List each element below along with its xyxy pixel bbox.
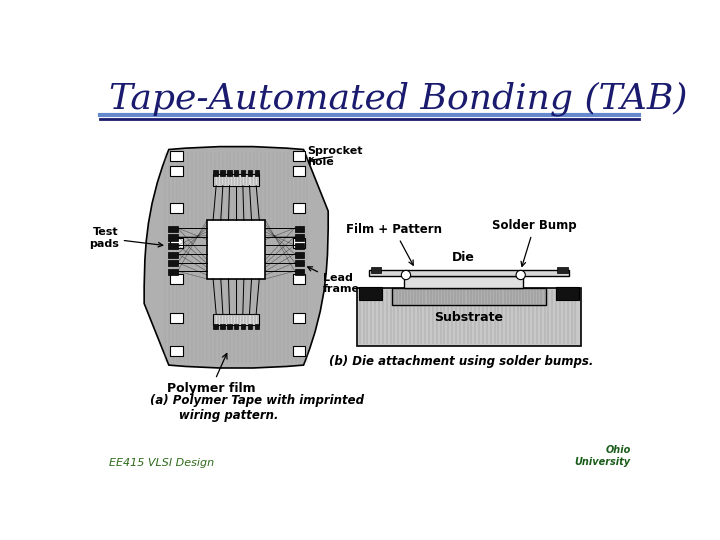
Bar: [293, 238, 305, 248]
Bar: [171, 346, 183, 356]
Bar: [171, 202, 183, 213]
Bar: [357, 288, 581, 346]
Text: Solder Bump: Solder Bump: [492, 219, 577, 266]
Bar: [168, 226, 178, 232]
Bar: [171, 274, 183, 284]
Bar: [240, 170, 246, 176]
Bar: [255, 170, 259, 176]
Bar: [557, 267, 567, 273]
Bar: [240, 323, 246, 329]
Bar: [294, 269, 304, 275]
Text: Tape-Automated Bonding (TAB): Tape-Automated Bonding (TAB): [109, 82, 687, 116]
Bar: [294, 252, 304, 258]
PathPatch shape: [144, 146, 328, 368]
Bar: [171, 313, 183, 323]
Bar: [220, 170, 225, 176]
Bar: [359, 287, 382, 300]
Bar: [168, 252, 178, 258]
Text: (b) Die attachment using solder bumps.: (b) Die attachment using solder bumps.: [329, 355, 593, 368]
Bar: [556, 287, 579, 300]
Bar: [213, 170, 217, 176]
Text: Polymer film: Polymer film: [167, 354, 256, 395]
Bar: [369, 271, 570, 276]
Bar: [294, 260, 304, 266]
Bar: [293, 313, 305, 323]
Bar: [255, 323, 259, 329]
Text: Substrate: Substrate: [435, 311, 503, 324]
Bar: [293, 274, 305, 284]
Bar: [227, 170, 232, 176]
Bar: [293, 151, 305, 161]
Circle shape: [401, 271, 410, 280]
Text: Sprocket
hole: Sprocket hole: [307, 146, 363, 167]
Bar: [294, 226, 304, 232]
Bar: [171, 166, 183, 177]
Bar: [294, 243, 304, 249]
Text: Lead
frame: Lead frame: [307, 267, 360, 294]
Bar: [213, 314, 259, 325]
Bar: [168, 243, 178, 249]
Bar: [248, 323, 252, 329]
Bar: [234, 170, 238, 176]
Bar: [234, 323, 238, 329]
Bar: [371, 267, 382, 273]
Bar: [213, 323, 217, 329]
Bar: [207, 220, 266, 279]
Text: Film + Pattern: Film + Pattern: [346, 222, 442, 265]
Text: (a) Polymer Tape with imprinted
       wiring pattern.: (a) Polymer Tape with imprinted wiring p…: [150, 394, 364, 422]
Bar: [294, 234, 304, 240]
Bar: [392, 288, 546, 305]
Bar: [213, 174, 259, 186]
Bar: [293, 346, 305, 356]
Bar: [168, 269, 178, 275]
Bar: [171, 151, 183, 161]
Text: Die: Die: [452, 251, 474, 264]
Bar: [168, 260, 178, 266]
Bar: [171, 238, 183, 248]
Bar: [248, 170, 252, 176]
Bar: [293, 202, 305, 213]
Text: EE415 VLSI Design: EE415 VLSI Design: [109, 458, 214, 468]
Circle shape: [516, 271, 526, 280]
Bar: [168, 234, 178, 240]
Bar: [293, 166, 305, 177]
Bar: [404, 276, 523, 288]
Bar: [220, 323, 225, 329]
Text: Ohio
University: Ohio University: [575, 445, 631, 467]
Text: Test
pads: Test pads: [89, 227, 163, 249]
Bar: [227, 323, 232, 329]
